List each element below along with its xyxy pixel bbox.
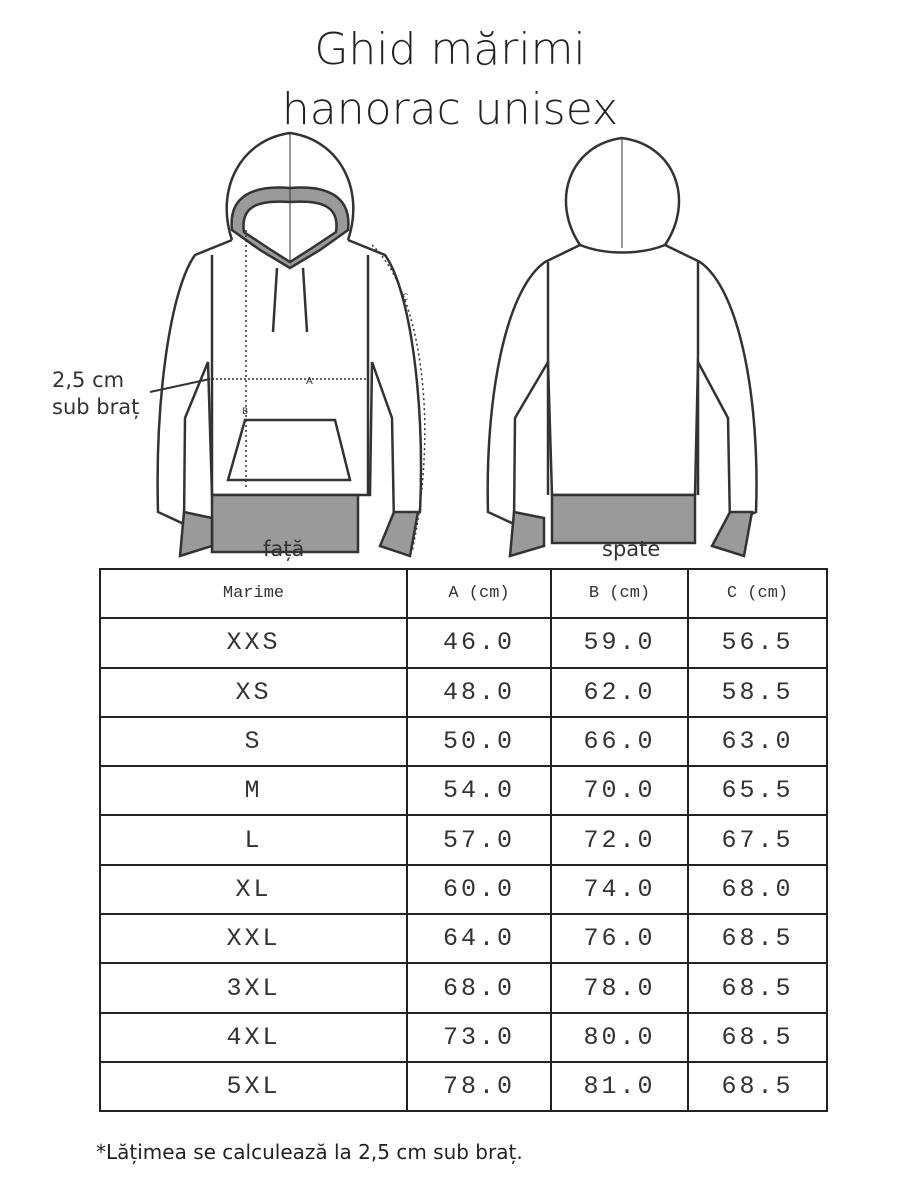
b-cell: 59.0 <box>550 617 689 669</box>
b-cell: 66.0 <box>550 715 689 768</box>
table-row: 4XL 73.0 80.0 68.5 <box>99 1011 828 1063</box>
c-cell: 68.5 <box>687 1060 828 1113</box>
a-cell: 68.0 <box>406 962 552 1014</box>
size-cell: L <box>99 814 408 866</box>
c-cell: 58.5 <box>687 666 828 718</box>
table-row: M 54.0 70.0 65.5 <box>99 765 828 817</box>
annotation-line-2: sub braț <box>52 395 140 419</box>
size-cell: 3XL <box>99 962 408 1014</box>
a-cell: 60.0 <box>406 863 552 916</box>
c-cell: 68.5 <box>687 962 828 1014</box>
c-cell: 67.5 <box>687 814 828 866</box>
title-line-1: Ghid mărimi <box>314 24 586 75</box>
b-cell: 76.0 <box>550 913 689 965</box>
hoodie-back-drawing <box>486 136 758 558</box>
size-cell: 5XL <box>99 1060 408 1113</box>
hoodie-diagram: A B C <box>149 131 758 558</box>
a-cell: 48.0 <box>406 666 552 718</box>
size-cell: 4XL <box>99 1011 408 1063</box>
back-label: spate <box>602 537 661 561</box>
table-row: L 57.0 72.0 67.5 <box>99 814 828 866</box>
b-cell: 62.0 <box>550 666 689 718</box>
b-cell: 78.0 <box>550 962 689 1014</box>
a-cell: 57.0 <box>406 814 552 866</box>
size-table: Marime A (cm) B (cm) C (cm) XXS 46.0 59.0 5… <box>99 567 828 1113</box>
hoodie-front-drawing <box>149 131 426 558</box>
size-cell: XXS <box>99 617 408 669</box>
table-row: XS 48.0 62.0 58.5 <box>99 666 828 718</box>
table-row: 3XL 68.0 78.0 68.5 <box>99 962 828 1014</box>
size-cell: XL <box>99 863 408 916</box>
annotation-line-1: 2,5 cm <box>52 368 125 392</box>
a-cell: 73.0 <box>406 1011 552 1063</box>
header-size: Marime <box>99 567 408 620</box>
b-cell: 80.0 <box>550 1011 689 1063</box>
c-cell: 65.5 <box>687 765 828 817</box>
header-a: A (cm) <box>406 567 552 620</box>
measure-label-b: B <box>242 407 248 417</box>
front-label: față <box>263 537 305 561</box>
title-line-2: hanorac unisex <box>281 84 619 135</box>
a-cell: 50.0 <box>406 715 552 768</box>
size-cell: XS <box>99 666 408 718</box>
header-c: C (cm) <box>687 567 828 620</box>
a-cell: 46.0 <box>406 617 552 669</box>
c-cell: 68.5 <box>687 913 828 965</box>
table-row: 5XL 78.0 81.0 68.5 <box>99 1060 828 1113</box>
table-header-row: Marime A (cm) B (cm) C (cm) <box>99 567 828 620</box>
b-cell: 72.0 <box>550 814 689 866</box>
measure-label-a: A <box>306 376 313 387</box>
size-cell: S <box>99 715 408 768</box>
a-cell: 64.0 <box>406 913 552 965</box>
c-cell: 68.0 <box>687 863 828 916</box>
header-b: B (cm) <box>550 567 689 620</box>
b-cell: 74.0 <box>550 863 689 916</box>
c-cell: 56.5 <box>687 617 828 669</box>
b-cell: 70.0 <box>550 765 689 817</box>
table-row: XXS 46.0 59.0 56.5 <box>99 617 828 669</box>
table-row: XL 60.0 74.0 68.0 <box>99 863 828 916</box>
a-cell: 54.0 <box>406 765 552 817</box>
table-row: S 50.0 66.0 63.0 <box>99 715 828 768</box>
a-cell: 78.0 <box>406 1060 552 1113</box>
measure-label-c: C <box>402 293 408 303</box>
b-cell: 81.0 <box>550 1060 689 1113</box>
size-cell: M <box>99 765 408 817</box>
table-row: XXL 64.0 76.0 68.5 <box>99 913 828 965</box>
footnote: *Lățimea se calculează la 2,5 cm sub bra… <box>96 1140 523 1164</box>
size-cell: XXL <box>99 913 408 965</box>
underarm-annotation: 2,5 cm sub braț <box>52 367 139 421</box>
c-cell: 68.5 <box>687 1011 828 1063</box>
c-cell: 63.0 <box>687 715 828 768</box>
